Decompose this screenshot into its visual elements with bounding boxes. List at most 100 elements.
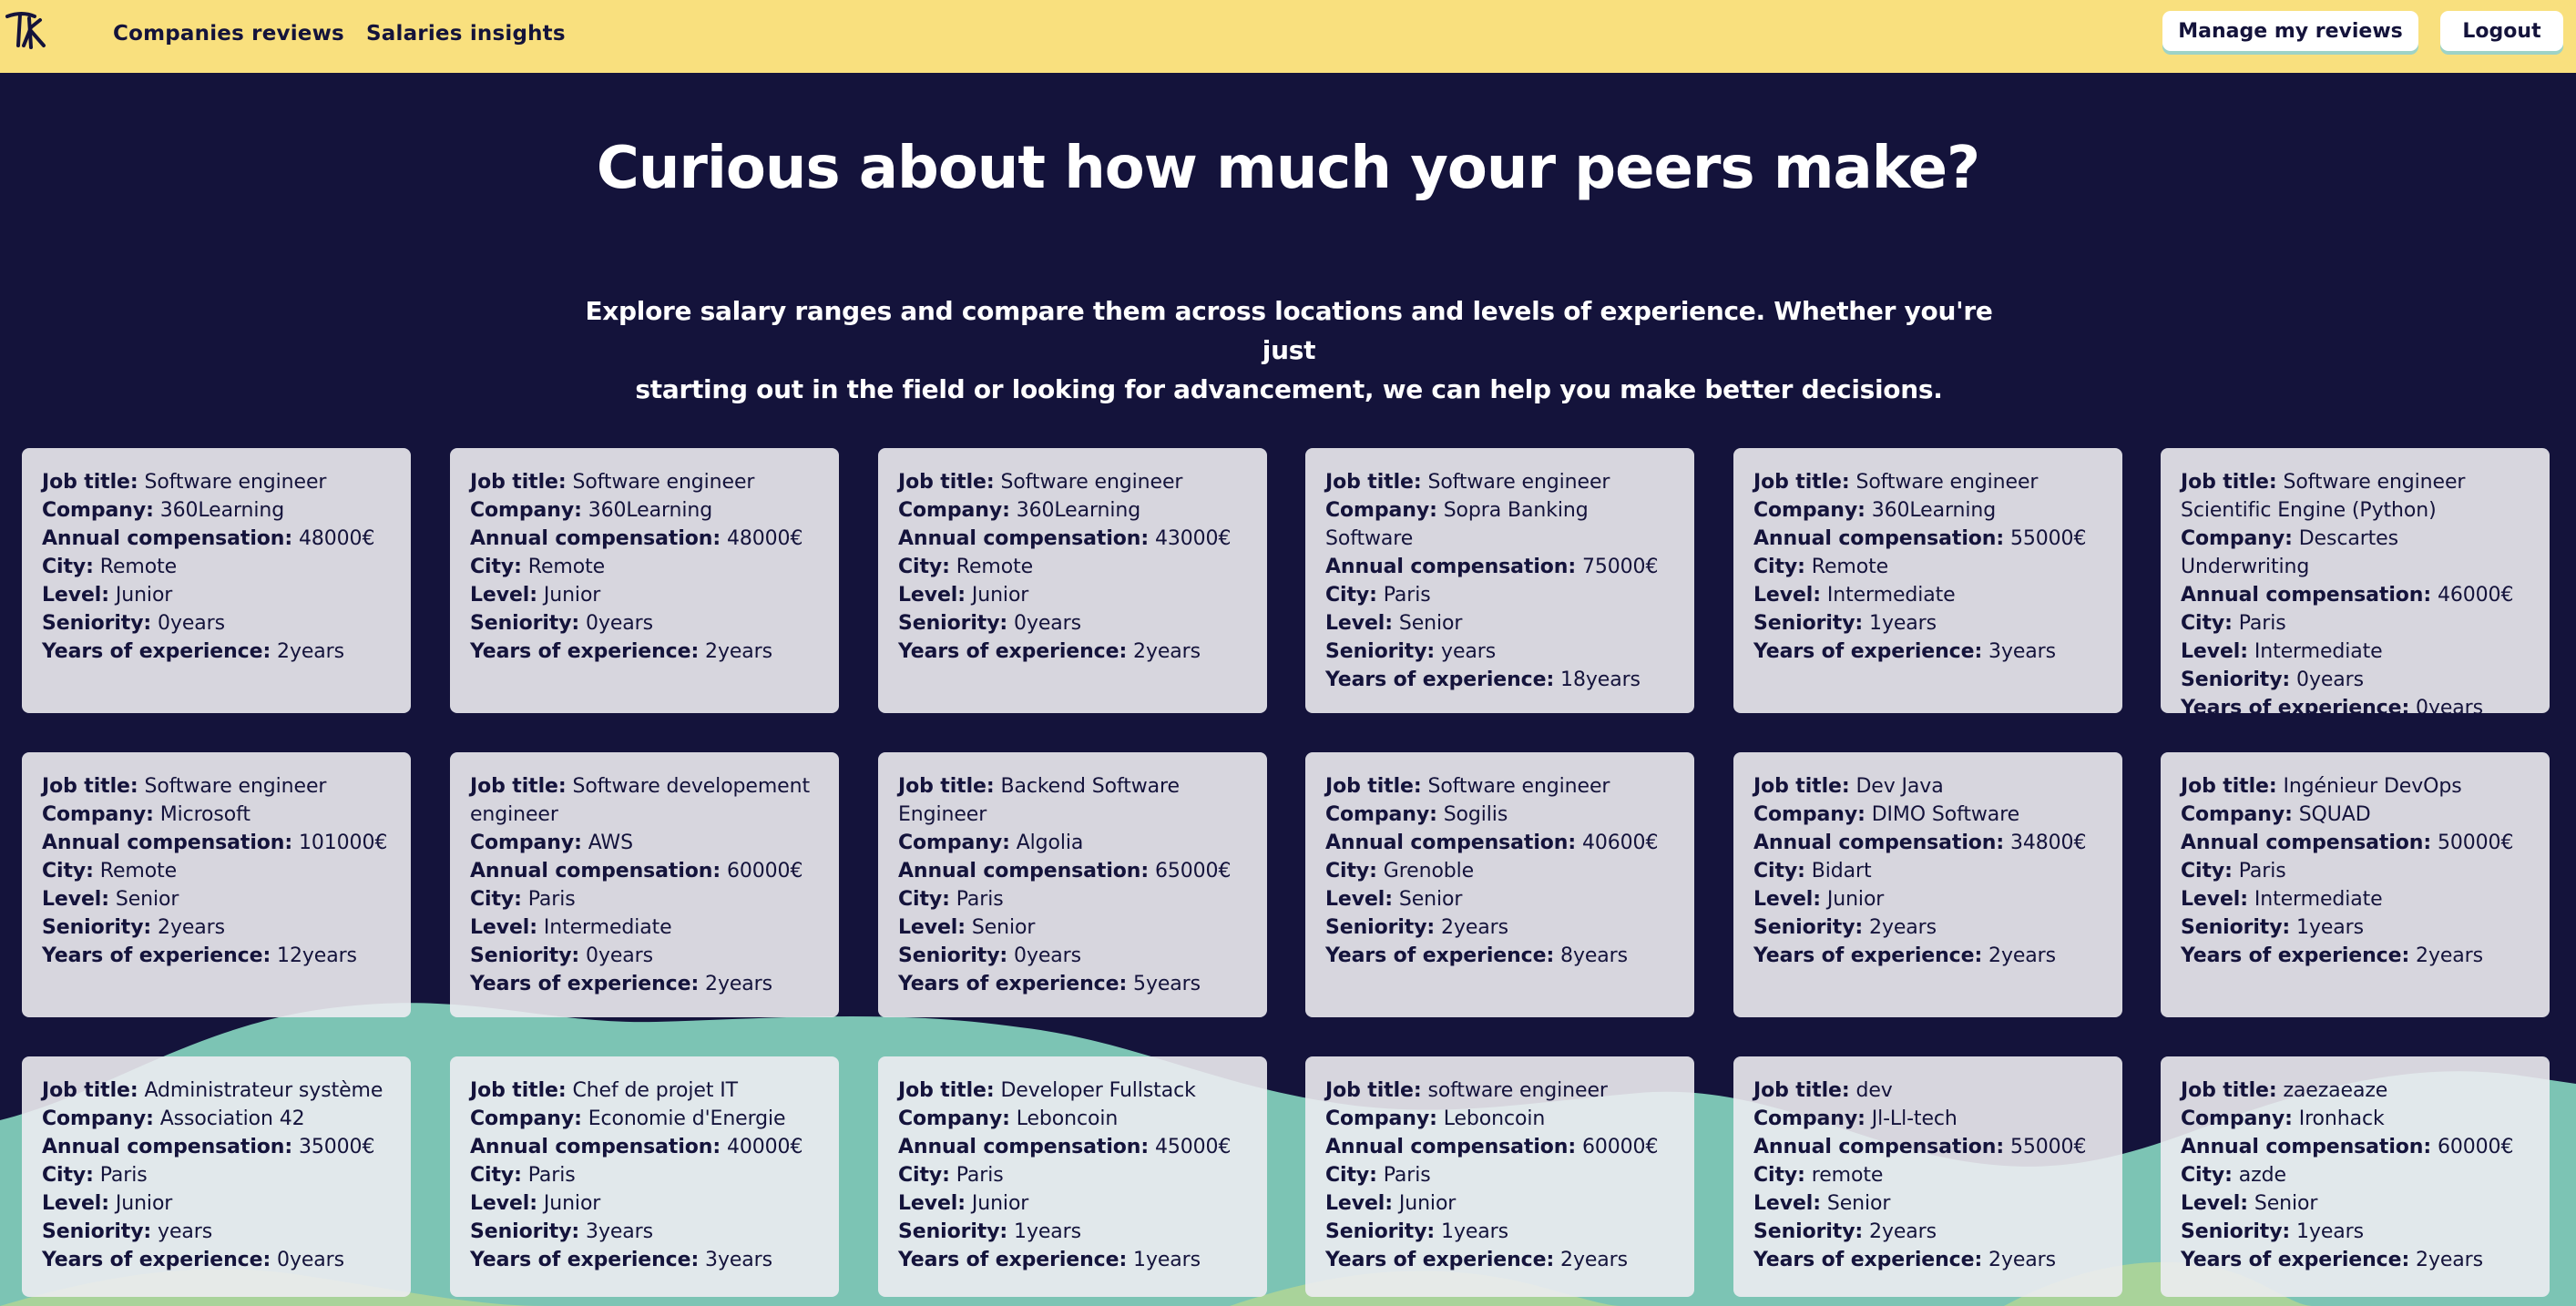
job-title-label: Job title: (42, 471, 138, 494)
annual-compensation-row: Annual compensation: 75000€ (1325, 553, 1674, 581)
seniority-label: Seniority: (1753, 612, 1864, 635)
seniority-value: 1years (2296, 1220, 2364, 1243)
level-label: Level: (2181, 640, 2248, 663)
city-value: Paris (527, 888, 576, 911)
level-row: Level: Intermediate (2181, 885, 2530, 913)
job-title-row: Job title: Software engineer (42, 772, 391, 801)
company-label: Company: (42, 803, 154, 826)
nav-salaries-insights[interactable]: Salaries insights (366, 22, 566, 46)
city-row: City: azde (2181, 1161, 2530, 1189)
seniority-label: Seniority: (2181, 668, 2291, 691)
salary-card: Job title: Software engineer Company: 360… (450, 448, 839, 713)
salary-card: Job title: Software engineer Company: 360… (1733, 448, 2122, 713)
company-value: 360Learning (159, 499, 285, 522)
seniority-label: Seniority: (42, 612, 152, 635)
city-value: Grenoble (1383, 860, 1475, 883)
years-of-experience-label: Years of experience: (2181, 1249, 2410, 1271)
seniority-value: 2years (1441, 916, 1508, 939)
company-row: Company: Economie d'Energie (470, 1105, 819, 1133)
city-value: remote (1811, 1164, 1884, 1187)
salary-card: Job title: Dev Java Company: DIMO Softwar… (1733, 752, 2122, 1017)
years-of-experience-value: 3years (1988, 640, 2056, 663)
annual-compensation-row: Annual compensation: 40600€ (1325, 829, 1674, 857)
seniority-label: Seniority: (2181, 1220, 2291, 1243)
job-title-value: software engineer (1427, 1079, 1608, 1102)
level-label: Level: (42, 1192, 109, 1215)
years-of-experience-value: 1years (1133, 1249, 1201, 1271)
level-label: Level: (1325, 1192, 1393, 1215)
job-title-label: Job title: (898, 471, 995, 494)
seniority-value: 2years (1869, 916, 1937, 939)
job-title-row: Job title: Software engineer Scientific … (2181, 468, 2530, 525)
level-value: Intermediate (2254, 640, 2383, 663)
city-value: azde (2238, 1164, 2286, 1187)
city-row: City: Paris (898, 1161, 1247, 1189)
years-of-experience-label: Years of experience: (898, 640, 1128, 663)
page-subtitle: Explore salary ranges and compare them a… (583, 291, 1995, 409)
city-label: City: (1325, 584, 1377, 607)
nav-companies-reviews[interactable]: Companies reviews (113, 22, 344, 46)
job-title-row: Job title: software engineer (1325, 1076, 1674, 1105)
city-row: City: Bidart (1753, 857, 2102, 885)
seniority-label: Seniority: (470, 944, 580, 967)
annual-compensation-row: Annual compensation: 101000€ (42, 829, 391, 857)
years-of-experience-label: Years of experience: (470, 1249, 700, 1271)
job-title-row: Job title: Software engineer (1753, 468, 2102, 496)
salary-card: Job title: Software engineer Company: 360… (22, 448, 411, 713)
annual-compensation-value: 65000€ (1154, 860, 1232, 883)
annual-compensation-value: 43000€ (1154, 527, 1232, 550)
years-of-experience-row: Years of experience: 2years (470, 638, 819, 666)
seniority-row: Seniority: years (42, 1218, 391, 1246)
manage-my-reviews-button[interactable]: Manage my reviews (2162, 11, 2418, 51)
seniority-row: Seniority: 2years (42, 913, 391, 942)
salary-card: Job title: zaezaeaze Company: Ironhack Ann… (2161, 1056, 2550, 1297)
level-label: Level: (1325, 888, 1393, 911)
company-label: Company: (470, 832, 582, 854)
annual-compensation-value: 55000€ (2009, 527, 2087, 550)
level-value: Junior (115, 584, 173, 607)
seniority-row: Seniority: 0years (898, 942, 1247, 970)
page-title: Curious about how much your peers make? (596, 135, 1980, 202)
salary-card: Job title: Software engineer Company: Mic… (22, 752, 411, 1017)
years-of-experience-value: 8years (1560, 944, 1628, 967)
city-row: City: Paris (2181, 609, 2530, 638)
level-row: Level: Junior (42, 581, 391, 609)
tk-logo[interactable] (4, 9, 56, 55)
years-of-experience-row: Years of experience: 5years (898, 970, 1247, 998)
city-row: City: Paris (898, 885, 1247, 913)
seniority-row: Seniority: 2years (1753, 913, 2102, 942)
job-title-label: Job title: (1325, 471, 1422, 494)
job-title-value: zaezaeaze (2283, 1079, 2388, 1102)
level-value: Junior (115, 1192, 173, 1215)
annual-compensation-value: 60000€ (726, 860, 803, 883)
job-title-value: Software engineer (1427, 775, 1610, 798)
level-label: Level: (898, 584, 966, 607)
company-row: Company: Jl-Ll-tech (1753, 1105, 2102, 1133)
annual-compensation-row: Annual compensation: 35000€ (42, 1133, 391, 1161)
seniority-row: Seniority: 0years (470, 942, 819, 970)
level-label: Level: (42, 584, 109, 607)
city-label: City: (1753, 1164, 1805, 1187)
job-title-row: Job title: zaezaeaze (2181, 1076, 2530, 1105)
logout-button[interactable]: Logout (2440, 11, 2563, 51)
years-of-experience-row: Years of experience: 2years (42, 638, 391, 666)
subtitle-line-1: Explore salary ranges and compare them a… (585, 296, 1993, 365)
salary-card: Job title: Developer Fullstack Company: L… (878, 1056, 1267, 1297)
company-value: 360Learning (1871, 499, 1997, 522)
seniority-label: Seniority: (1325, 916, 1436, 939)
annual-compensation-row: Annual compensation: 55000€ (1753, 1133, 2102, 1161)
job-title-row: Job title: Software engineer (42, 468, 391, 496)
company-value: DIMO Software (1871, 803, 2020, 826)
annual-compensation-value: 55000€ (2009, 1136, 2087, 1158)
level-row: Level: Junior (470, 581, 819, 609)
job-title-value: Software engineer (1427, 471, 1610, 494)
level-row: Level: Intermediate (470, 913, 819, 942)
annual-compensation-value: 46000€ (2437, 584, 2514, 607)
company-value: Algolia (1016, 832, 1084, 854)
company-row: Company: Algolia (898, 829, 1247, 857)
city-row: City: Paris (2181, 857, 2530, 885)
city-value: Paris (2238, 860, 2286, 883)
city-row: City: Paris (470, 1161, 819, 1189)
seniority-label: Seniority: (2181, 916, 2291, 939)
